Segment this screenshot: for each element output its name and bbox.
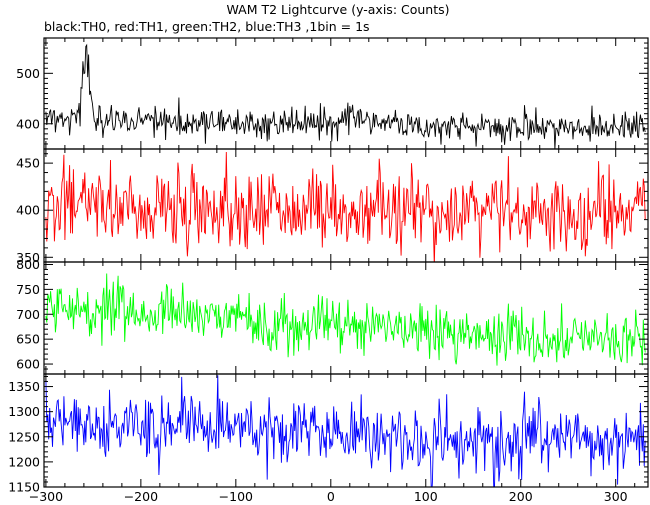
panels-group: 400 500 350 400 450 600 650 700 750 800 1150 1200 12… <box>8 37 649 495</box>
series-line-th2 <box>45 273 646 366</box>
y-tick-label: 1250 <box>8 429 40 444</box>
panel-frame <box>43 261 649 375</box>
panel-frame <box>43 37 649 150</box>
x-tick-label: 0 <box>327 489 335 504</box>
chart-title: WAM T2 Lightcurve (y-axis: Counts) <box>226 2 449 17</box>
x-tick-label: −200 <box>124 489 158 504</box>
panel-th2: 600 650 700 750 800 <box>16 257 649 375</box>
y-tick-label: 700 <box>16 307 40 322</box>
panel-th0: 400 500 <box>16 37 649 150</box>
x-axis: −300 −200 −100 0 100 200 300 <box>29 489 628 504</box>
x-tick-label: 300 <box>604 489 628 504</box>
y-tick-label: 650 <box>16 332 40 347</box>
y-tick-label: 1300 <box>8 404 40 419</box>
y-tick-label: 1200 <box>8 454 40 469</box>
x-tick-label: −100 <box>219 489 253 504</box>
x-tick-label: −300 <box>29 489 63 504</box>
chart-subtitle: black:TH0, red:TH1, green:TH2, blue:TH3 … <box>44 19 370 34</box>
y-tick-label: 750 <box>16 282 40 297</box>
x-tick-label: 100 <box>414 489 438 504</box>
panel-th3: 1150 1200 1250 1300 1350 <box>8 373 649 495</box>
y-tick-label: 400 <box>16 203 40 218</box>
y-tick-label: 450 <box>16 156 40 171</box>
y-tick-label: 1150 <box>8 480 40 495</box>
series-line-th1 <box>45 151 646 262</box>
series-line-th3 <box>45 375 646 487</box>
y-tick-label: 1350 <box>8 379 40 394</box>
panel-th1: 350 400 450 <box>16 148 649 265</box>
y-tick-label: 350 <box>16 250 40 265</box>
y-tick-label: 400 <box>16 116 40 131</box>
y-tick-label: 600 <box>16 357 40 372</box>
x-tick-label: 200 <box>509 489 533 504</box>
panel-frame <box>43 373 649 488</box>
y-tick-label: 800 <box>16 257 40 272</box>
series-line-th0 <box>45 43 646 149</box>
y-tick-label: 500 <box>16 66 40 81</box>
